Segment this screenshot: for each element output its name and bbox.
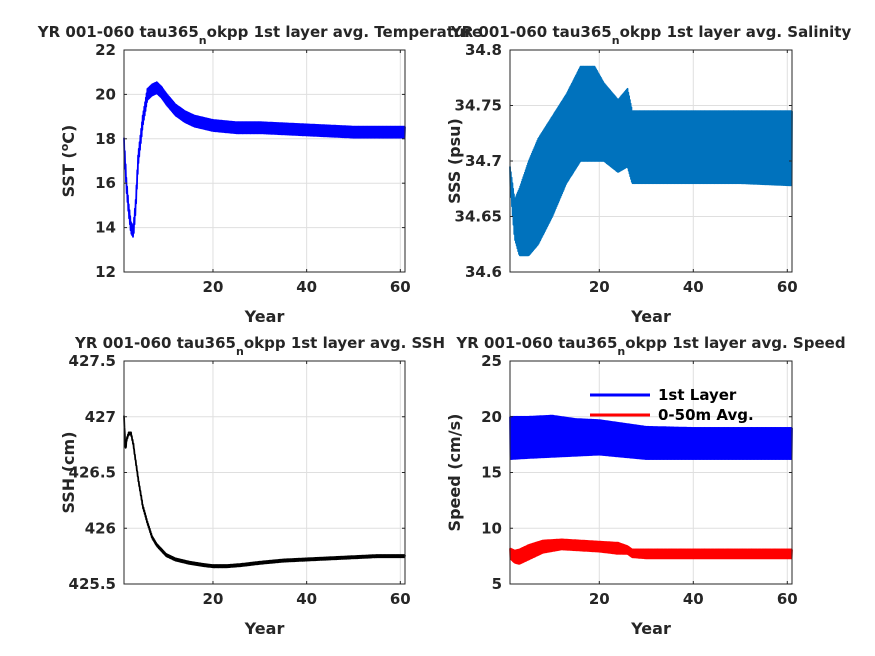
- x-tick-label: 40: [296, 590, 317, 608]
- plot-border: [123, 49, 406, 273]
- y-tick-label: 34.8: [465, 41, 502, 59]
- y-tick-label: 14: [95, 219, 116, 237]
- y-tick-label: 426: [85, 519, 116, 537]
- y-tick-label: 427: [85, 408, 116, 426]
- series-line-0-50m-avg-: [509, 538, 793, 565]
- y-tick-label: 18: [95, 130, 116, 148]
- series-line-ssh: [123, 415, 406, 569]
- x-tick-label: 40: [296, 278, 317, 296]
- y-tick-label: 16: [95, 174, 116, 192]
- y-tick-label: 425.5: [69, 575, 116, 593]
- y-tick-label: 34.75: [455, 97, 502, 115]
- y-axis-label: SST (oC): [58, 125, 79, 198]
- y-tick-label: 34.7: [465, 152, 502, 170]
- chart-title: YR 001-060 tau365nokpp 1st layer avg. SS…: [74, 334, 445, 358]
- y-tick-label: 427.5: [69, 352, 116, 370]
- x-tick-label: 20: [589, 278, 610, 296]
- x-tick-label: 40: [683, 590, 704, 608]
- chart-speed: 20 40 60 5 10 15 20 25 Year Speed (cm/s) YR 001-06…: [445, 334, 846, 638]
- plot-area: [123, 49, 406, 273]
- x-tick-label: 40: [683, 278, 704, 296]
- y-axis-label: Speed (cm/s): [445, 414, 464, 532]
- y-tick-label: 22: [95, 41, 116, 59]
- x-axis-label: Year: [630, 619, 671, 638]
- legend: 1st Layer 0-50m Avg.: [590, 386, 754, 424]
- chart-sss: 20 40 60 34.6 34.65 34.7 34.75 34.8 Year SSS (psu…: [445, 23, 851, 326]
- x-tick-label: 20: [203, 278, 224, 296]
- x-axis-label: Year: [244, 307, 285, 326]
- series-line-sst: [123, 81, 406, 238]
- y-tick-label: 20: [95, 85, 116, 103]
- y-tick-label: 34.6: [465, 263, 502, 281]
- x-tick-label: 20: [589, 590, 610, 608]
- series-line-sss: [509, 65, 793, 257]
- x-axis-label: Year: [244, 619, 285, 638]
- legend-label: 1st Layer: [658, 386, 737, 404]
- y-tick-label: 5: [492, 575, 502, 593]
- y-axis-label: SSH (cm): [59, 431, 78, 513]
- chart-title: YR 001-060 tau365nokpp 1st layer avg. Sa…: [450, 23, 852, 47]
- y-axis-label: SSS (psu): [445, 118, 464, 204]
- chart-title: YR 001-060 tau365nokpp 1st layer avg. Te…: [37, 23, 482, 47]
- y-tick-label: 426.5: [69, 464, 116, 482]
- x-tick-label: 60: [390, 278, 411, 296]
- y-tick-label: 15: [481, 464, 502, 482]
- x-tick-label: 60: [777, 278, 798, 296]
- chart-sst: 20 40 60 12 14 16 18 20 22 Year SST (oC) YR 001-060…: [37, 23, 482, 326]
- y-tick-label: 20: [481, 408, 502, 426]
- y-tick-label: 34.65: [455, 208, 502, 226]
- x-tick-label: 20: [203, 590, 224, 608]
- series-line-1st-layer: [509, 414, 793, 461]
- y-tick-label: 25: [481, 352, 502, 370]
- chart-title: YR 001-060 tau365nokpp 1st layer avg. Sp…: [455, 334, 845, 358]
- chart-ssh: 20 40 60 425.5 426 426.5 427 427.5 Year SSH (cm) Y…: [59, 334, 445, 638]
- legend-label: 0-50m Avg.: [658, 406, 754, 424]
- x-tick-label: 60: [777, 590, 798, 608]
- x-axis-label: Year: [630, 307, 671, 326]
- y-tick-label: 12: [95, 263, 116, 281]
- x-tick-label: 60: [390, 590, 411, 608]
- y-tick-label: 10: [481, 519, 502, 537]
